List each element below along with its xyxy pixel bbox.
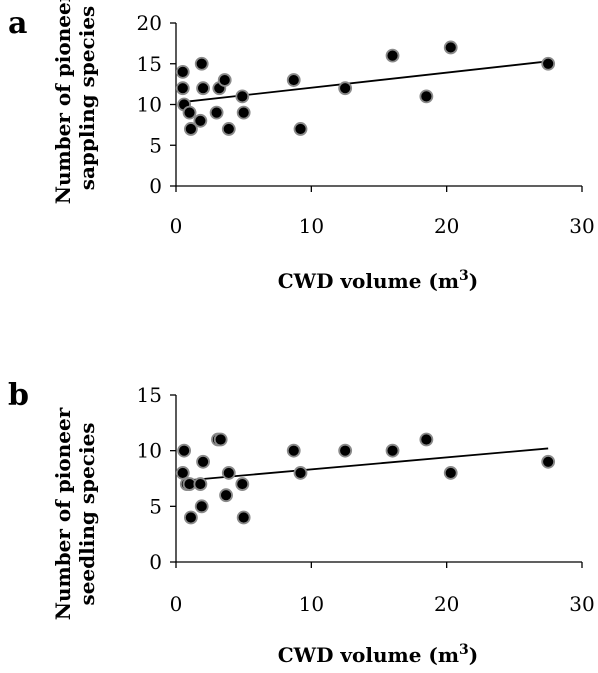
data-point	[385, 443, 400, 458]
data-point	[213, 432, 228, 447]
x-tick-label: 10	[299, 214, 324, 238]
trend-line	[182, 447, 549, 482]
y-tick-label: 15	[137, 383, 162, 407]
y-tick-label: 5	[149, 133, 162, 157]
data-point	[183, 510, 198, 525]
data-point	[419, 432, 434, 447]
data-point	[175, 466, 190, 480]
y-tick-label: 20	[137, 11, 162, 35]
y-axis-title: Number of pioneersappling species	[51, 0, 99, 204]
x-tick-label: 10	[299, 592, 324, 616]
data-point	[338, 81, 353, 96]
data-point	[236, 105, 251, 120]
data-point	[217, 73, 232, 87]
data-point	[443, 40, 458, 55]
x-tick-label: 30	[569, 214, 594, 238]
data-point	[385, 48, 400, 63]
data-point	[193, 113, 208, 128]
data-point	[419, 89, 434, 104]
data-point	[541, 454, 556, 469]
data-point	[221, 466, 236, 480]
data-point	[193, 477, 208, 491]
x-tick-label: 20	[434, 214, 459, 238]
data-point	[182, 105, 197, 120]
data-point	[236, 510, 251, 525]
x-tick-label: 20	[434, 592, 459, 616]
chart-panel-b: b 0 5 10 15 0 10 20 30 CWD volume (m3) Number of p…	[8, 378, 595, 667]
data-point	[175, 65, 190, 79]
data-point	[196, 454, 210, 469]
x-axis-title: CWD volume (m3)	[278, 268, 478, 293]
data-point	[175, 81, 190, 96]
data-point	[541, 56, 556, 71]
y-tick-label: 10	[137, 439, 162, 463]
data-point	[286, 73, 301, 87]
data-point	[194, 56, 209, 71]
data-point	[286, 443, 301, 458]
data-point	[293, 466, 308, 480]
x-axis-title: CWD volume (m3)	[278, 642, 478, 667]
y-tick-label: 0	[149, 550, 162, 574]
y-tick-label: 5	[149, 494, 162, 518]
panel-label: a	[8, 6, 27, 41]
x-tick-label: 0	[170, 214, 183, 238]
data-point	[338, 443, 353, 458]
data-point	[196, 81, 210, 96]
data-point	[293, 122, 308, 136]
y-tick-label: 0	[149, 174, 162, 198]
data-point	[209, 105, 224, 120]
x-tick-label: 0	[170, 592, 183, 616]
data-point	[177, 443, 192, 458]
data-point	[194, 499, 209, 514]
panel-label: b	[8, 378, 29, 413]
y-axis-title: Number of pioneerseedling species	[51, 407, 99, 620]
data-point	[221, 122, 236, 136]
data-point	[183, 122, 198, 136]
chart-panel-a: a 0 5 10 15 20 0 10 20 30 CWD volume (m3) Number of…	[8, 0, 595, 293]
x-tick-label: 30	[569, 592, 594, 616]
y-tick-label: 10	[137, 93, 162, 117]
y-tick-label: 15	[137, 52, 162, 76]
data-point	[235, 477, 250, 491]
data-point	[235, 89, 250, 104]
data-point	[443, 466, 458, 480]
data-point	[219, 488, 233, 503]
